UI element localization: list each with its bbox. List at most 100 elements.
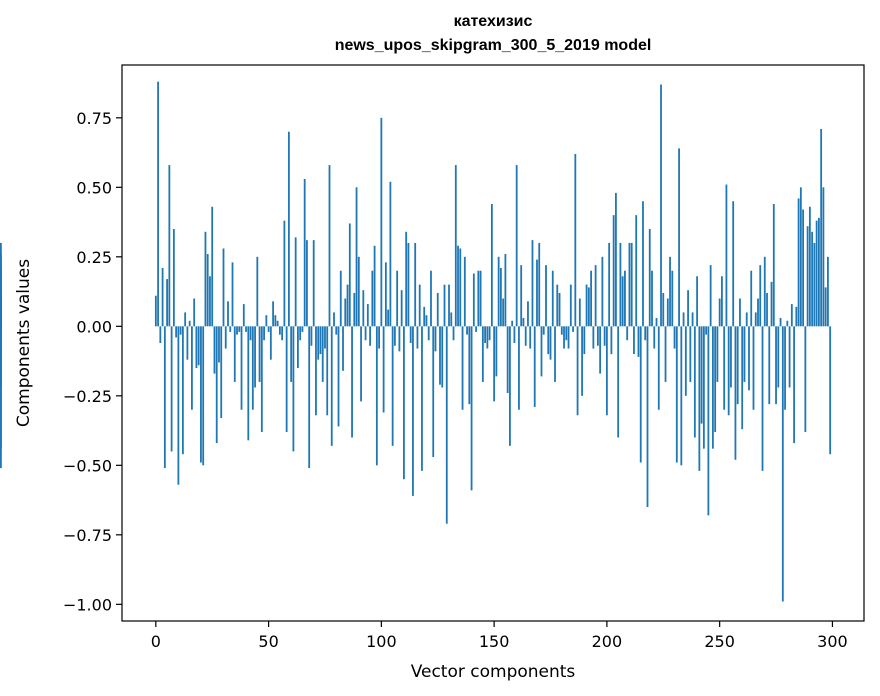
bar-289 [806,226,809,327]
bar-208 [624,270,626,327]
bar-207 [621,276,624,327]
bar-288 [804,326,807,432]
bar-266 [754,312,757,327]
bar-228 [669,256,671,327]
bar-265 [752,326,755,410]
bar-130 [448,284,450,327]
bar-106 [393,326,396,346]
bar-202 [610,326,613,355]
y-tick-label: 0.50 [76,178,112,197]
bar-32 [227,301,229,327]
bar-118 [421,326,423,471]
bar-68 [308,326,311,469]
bar-167 [531,240,534,327]
bar-137 [463,256,466,327]
bar-97 [373,245,376,327]
bar-60 [290,326,293,382]
bar-182 [565,326,568,341]
bar-296 [822,187,825,327]
y-tick-label: 0.25 [76,248,112,267]
bar-213 [635,215,638,327]
bar-262 [745,312,748,327]
bar-119 [423,306,426,327]
bar-158 [511,320,514,327]
bar-171 [540,326,543,377]
bar-169 [536,259,538,327]
bar-undefined [0,326,2,332]
bar-257 [734,326,737,460]
x-tick-label: 250 [704,632,735,651]
bar-267 [757,298,759,327]
bar-258 [736,326,739,405]
bar-224 [660,84,662,327]
bar-132 [452,326,455,341]
bar-2 [159,326,162,343]
bar-220 [651,270,653,327]
x-tick-label: 50 [258,632,278,651]
bar-184 [569,284,572,327]
bar-59 [287,131,290,327]
chart-title: катехизис [454,13,533,30]
bar-283 [793,326,795,444]
bar-299 [829,326,832,455]
bar-42 [249,326,252,341]
bar-206 [619,242,622,327]
bar-72 [317,326,320,360]
bar-undefined [0,242,2,327]
bar-4 [163,326,166,469]
bar-238 [691,312,694,327]
bar-136 [461,326,464,410]
bar-241 [698,326,701,471]
bar-88 [353,292,356,327]
bar-142 [475,326,477,332]
bar-229 [671,270,674,327]
bar-276 [777,326,780,388]
bar-102 [384,262,387,327]
bar-275 [775,326,777,405]
bar-269 [761,326,764,471]
bar-103 [387,309,390,327]
bar-131 [450,312,453,327]
bar-57 [283,220,286,327]
bar-49 [265,315,268,327]
bar-277 [779,317,782,327]
bar-31 [224,326,227,349]
bars-group [0,81,832,602]
bar-139 [468,326,471,405]
bar-176 [551,270,554,327]
bar-279 [784,326,786,410]
bar-237 [689,326,692,382]
bar-104 [389,181,392,327]
bar-174 [547,326,550,355]
bar-295 [820,128,823,327]
bar-242 [700,326,703,424]
bar-48 [263,326,265,341]
bar-3 [161,267,164,327]
bar-135 [459,248,462,327]
bar-256 [732,201,735,327]
bar-194 [592,326,595,349]
bar-160 [515,165,518,327]
bar-86 [348,223,351,327]
bar-53 [274,315,277,327]
bar-221 [653,326,656,349]
bar-39 [242,304,245,327]
bar-89 [355,187,358,327]
bar-undefined [0,326,2,469]
y-tick-label: −0.25 [63,387,112,406]
bar-114 [412,326,414,496]
bar-67 [306,240,308,327]
bar-63 [297,326,299,369]
bar-163 [522,317,525,327]
bar-211 [630,242,633,327]
bar-6 [168,165,171,327]
bar-99 [378,326,380,349]
bar-126 [439,326,441,385]
bar-244 [705,326,708,335]
bar-undefined [0,326,2,349]
bar-278 [781,326,784,602]
bar-64 [299,326,302,341]
y-tick-label: −1.00 [63,595,112,614]
bar-134 [457,245,459,327]
bar-36 [236,326,238,335]
